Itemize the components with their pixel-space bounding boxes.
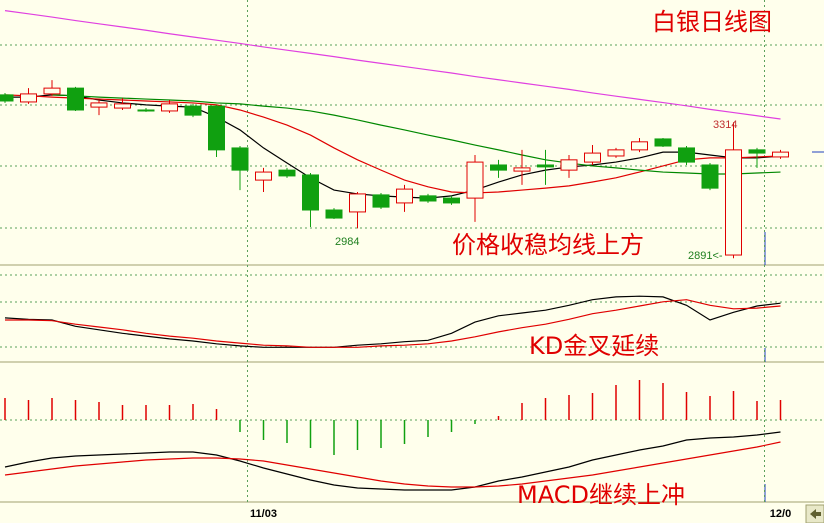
x-tick-label: 12/0 [770, 508, 791, 520]
candle-body [161, 103, 178, 112]
candle-body [748, 149, 766, 154]
candle-body [584, 152, 601, 163]
candle-body [20, 93, 37, 103]
annotation: 价格收稳均线上方 [452, 231, 644, 259]
candle-body [419, 195, 437, 202]
candle-body [772, 151, 789, 158]
candle-body [631, 141, 648, 151]
candle-body [231, 147, 249, 171]
x-tick-label: 11/03 [250, 508, 277, 520]
candle-body [560, 159, 578, 171]
low-label: 2891<- [688, 250, 723, 262]
candle-body [255, 171, 272, 181]
annotation: MACD继续上冲 [517, 481, 685, 509]
candle-body [654, 138, 672, 147]
ma-line [4, 10, 781, 120]
ma-line [5, 94, 781, 199]
chart-title: 白银日线图 [652, 8, 772, 36]
annotation: KD金叉延续 [529, 332, 659, 360]
ma-line [4, 295, 781, 348]
candle-body [184, 105, 202, 116]
candle-body [349, 193, 366, 213]
candle-body [513, 167, 531, 172]
ma-line [4, 441, 781, 488]
plot-area: 11/03 12/0 [0, 0, 791, 520]
candle-body [490, 164, 507, 171]
candle-body [90, 102, 108, 108]
candle-body [678, 147, 695, 163]
ma-line [4, 431, 781, 491]
candle-body [372, 194, 390, 208]
candle-body [537, 164, 554, 168]
candle-body [466, 161, 484, 199]
candle-body [0, 94, 14, 102]
candle-body [725, 149, 742, 256]
ma-line [4, 94, 781, 194]
arrow-icon [810, 509, 821, 519]
ma-line [51, 94, 781, 175]
candle-body [278, 169, 296, 177]
candle-body [607, 149, 625, 157]
candle-body [137, 109, 155, 112]
candle-body [325, 209, 343, 219]
candle-body [302, 174, 319, 211]
candle-body [208, 105, 225, 151]
candle-body [701, 164, 719, 189]
candle-body [67, 87, 84, 111]
high-label: 3314 [713, 119, 737, 131]
candle-body [443, 197, 460, 204]
ma-line [5, 299, 781, 348]
candle-body [43, 87, 61, 95]
candle-body [114, 103, 131, 109]
low-label: 2984 [335, 236, 359, 248]
candle-body [396, 188, 413, 204]
